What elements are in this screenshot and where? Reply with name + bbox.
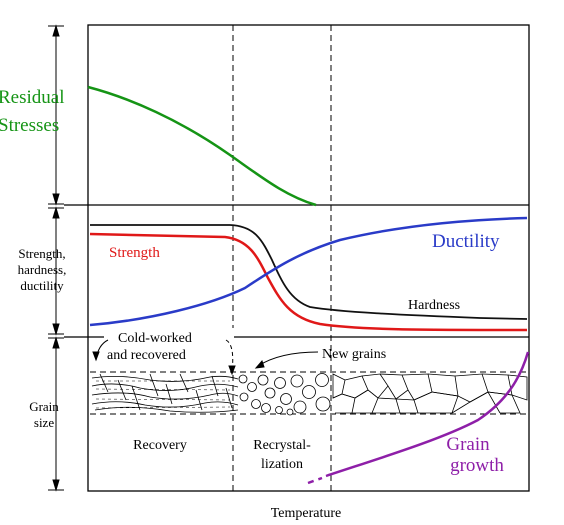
property-label-line1: Strength, bbox=[18, 246, 65, 261]
cold-worked-grains bbox=[91, 373, 239, 413]
strength-label: Strength bbox=[109, 245, 160, 261]
grain-growth-label-line1: Grain bbox=[446, 434, 490, 455]
cold-worked-label-bg bbox=[104, 328, 234, 366]
grain-size-label-line1: Grain bbox=[29, 399, 59, 414]
strength-curve bbox=[89, 232, 528, 332]
recrystallization-stage-label-line1: Recrystal- bbox=[253, 438, 311, 453]
recovery-stage-label: Recovery bbox=[133, 438, 187, 453]
hardness-curve bbox=[90, 224, 528, 320]
cold-worked-label-line2: and recovered bbox=[107, 348, 186, 363]
property-label-line3: ductility bbox=[20, 278, 64, 293]
new-grains-leader bbox=[254, 351, 319, 369]
cold-worked-label-line1: Cold-worked bbox=[118, 331, 192, 346]
grain-growth-curve-dashed bbox=[307, 476, 323, 485]
grain-growth-label-line2: growth bbox=[450, 455, 504, 476]
ductility-curve bbox=[89, 216, 528, 327]
stage-boundaries bbox=[232, 25, 332, 491]
new-grains-label: New grains bbox=[322, 347, 386, 362]
residual-stress-curve bbox=[87, 85, 317, 207]
new-small-grains bbox=[238, 373, 331, 416]
residual-stress-label-line2: Stresses bbox=[0, 115, 59, 136]
property-label-line2: hardness, bbox=[18, 262, 67, 277]
residual-stress-label-line1: Residual bbox=[0, 87, 65, 108]
grown-grains bbox=[332, 373, 528, 414]
grain-growth-curve bbox=[325, 351, 530, 478]
recrystallization-stage-label-line2: lization bbox=[261, 457, 303, 472]
grain-microstructure bbox=[90, 371, 528, 416]
grain-growth-curve-group bbox=[307, 351, 530, 485]
cold-worked-leaders bbox=[92, 339, 236, 376]
left-dimension-arrows bbox=[48, 24, 64, 492]
grain-size-label-line2: size bbox=[34, 415, 54, 430]
hardness-label: Hardness bbox=[408, 298, 460, 313]
ductility-label: Ductility bbox=[432, 231, 500, 252]
x-axis-label: Temperature bbox=[271, 506, 342, 521]
